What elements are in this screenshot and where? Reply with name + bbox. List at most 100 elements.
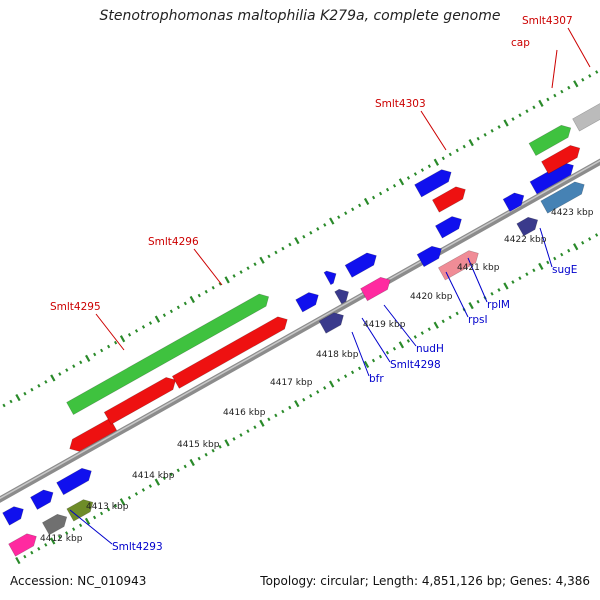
genes-value: 4,386 [555,574,590,588]
gene-label-bfr: bfr [369,373,384,385]
gene-features [2,103,600,557]
outer-tick [218,282,222,286]
inner-tick [525,272,529,277]
inner-tick [218,445,222,449]
gene-red-c [171,316,288,389]
inner-tick [378,354,383,359]
inner-tick [490,292,494,296]
inner-tick [99,511,104,516]
inner-tick-ring [15,233,599,565]
inner-tick [274,413,278,418]
inner-tick [239,433,243,437]
gene-blue-c [56,467,92,496]
outer-tick [433,158,440,166]
inner-tick [224,439,230,447]
inner-tick [30,550,34,555]
outer-tick [503,119,509,127]
inner-tick [288,405,292,410]
gene-olive [66,499,94,522]
outer-tick [337,215,341,219]
topology-label: Topology: [260,574,317,588]
inner-tick [413,335,417,339]
gene-label-cap: cap [511,37,530,49]
inner-tick [113,503,118,508]
gene-smlt4296 [66,293,270,416]
outer-tick [455,148,459,153]
gene-label-Smlt4293: Smlt4293 [112,541,163,553]
inner-tick [433,321,439,329]
gene-label-Smlt4296: Smlt4296 [148,236,199,248]
leader-Smlt4293 [69,509,113,545]
inner-tick [15,556,21,565]
inner-tick [79,523,83,528]
inner-tick [468,302,474,310]
inner-tick [197,456,201,461]
outer-tick [302,234,306,239]
outer-tick [274,250,278,255]
inner-tick [119,498,126,506]
inner-tick [44,543,48,547]
leader-Smlt4307 [567,27,591,68]
leader-rpsI [445,271,469,318]
outer-tick [162,313,167,317]
outer-tick [259,256,265,264]
leader-bfr [351,331,370,377]
inner-tick [350,370,355,375]
inner-tick [183,464,187,469]
backbone-highlight [0,159,600,500]
outer-tick [113,340,118,345]
outer-tick [371,195,376,200]
gene-label-Smlt4303: Smlt4303 [375,98,426,110]
inner-tick [267,417,271,422]
gene-blue-f [344,252,377,278]
leader-rplM [467,257,488,303]
inner-tick [518,276,522,280]
outer-tick [2,403,6,408]
inner-tick [371,358,376,363]
inner-tick [127,496,132,500]
inner-tick [392,346,397,351]
gene-label-Smlt4295: Smlt4295 [50,301,101,313]
gene-smlt4298-b [334,288,349,305]
outer-tick [323,223,327,227]
gene-smlt4307 [572,103,600,132]
outer-tick [169,309,173,314]
outer-tick [72,364,76,368]
genome-summary: Topology: circular; Length: 4,851,126 bp… [260,574,590,588]
gene-red-a [69,417,118,452]
inner-tick [385,350,390,355]
outer-tick [85,354,91,362]
inner-tick [176,468,180,473]
gene-label-sugE: sugE [552,264,577,276]
inner-tick [204,452,208,457]
gene-blue-i [502,192,525,212]
outer-tick [141,325,146,329]
outer-tick [148,321,153,325]
outer-tick [281,246,285,251]
outer-tick [30,387,34,392]
outer-tick [58,372,62,376]
inner-tick [148,484,152,488]
outer-tick-ring [2,70,599,408]
inner-tick [259,419,265,427]
outer-tick [197,293,201,298]
gene-blue-d [295,292,319,313]
outer-tick [483,132,487,137]
outer-tick [211,285,215,290]
gene-grey-left [41,513,68,536]
inner-tick [211,448,215,453]
topology-value: circular [320,574,365,588]
inner-tick [50,537,56,545]
gene-sugE [540,181,585,214]
kbp-label: 4415 kbp [177,440,220,450]
kbp-label: 4422 kbp [504,235,547,245]
outer-tick [420,168,425,172]
gene-bfr [318,312,344,334]
inner-tick [546,260,550,265]
gene-blue-e [323,270,337,286]
kbp-label: 4419 kbp [363,320,406,330]
gene-rplM [434,216,462,239]
outer-tick [93,352,97,357]
inner-tick [246,429,250,433]
outer-tick [363,197,370,206]
